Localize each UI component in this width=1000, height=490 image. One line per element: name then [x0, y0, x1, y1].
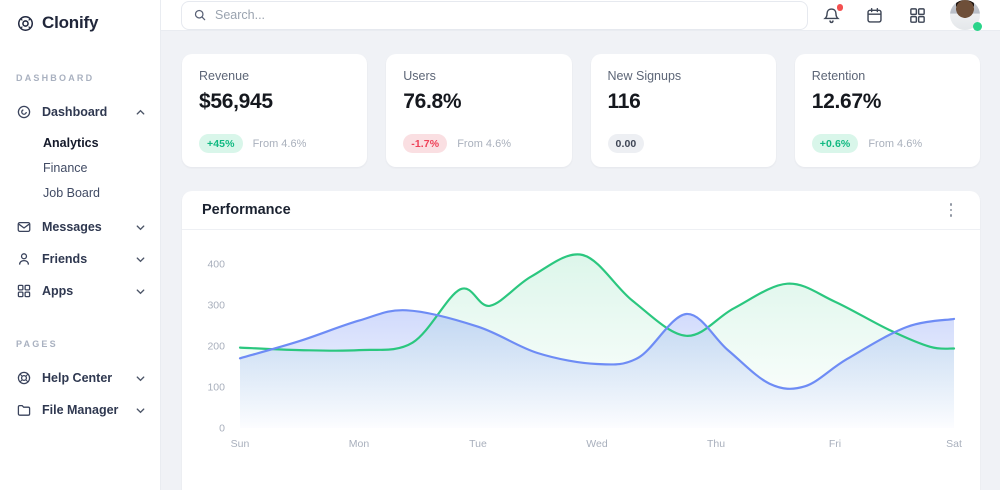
chevron-down-icon: [135, 405, 146, 416]
svg-text:200: 200: [207, 341, 225, 353]
svg-text:Wed: Wed: [586, 438, 608, 450]
chevron-up-icon: [135, 107, 146, 118]
chevron-down-icon: [135, 254, 146, 265]
sidebar-item-help-center[interactable]: Help Center: [0, 362, 160, 394]
page-content: Revenue $56,945 +45% From 4.6% Users 76.…: [161, 31, 1000, 490]
stat-title: Users: [403, 69, 436, 83]
performance-card: Performance 0 100 200 300 400 Sun Mon Tue Wed Thu…: [182, 191, 980, 490]
sidebar-item-label: Dashboard: [42, 105, 108, 119]
performance-chart-svg: 0 100 200 300 400 Sun Mon Tue Wed Thu Fri Sat: [207, 253, 962, 450]
svg-text:Thu: Thu: [707, 438, 725, 450]
apps-grid-icon: [16, 283, 32, 299]
person-icon: [16, 251, 32, 267]
sidebar-item-apps[interactable]: Apps: [0, 275, 160, 307]
sidebar-item-messages[interactable]: Messages: [0, 211, 160, 243]
stat-value: 76.8%: [403, 90, 462, 113]
sidebar-item-label: Help Center: [42, 371, 113, 385]
envelope-icon: [16, 219, 32, 235]
svg-text:Mon: Mon: [349, 438, 370, 450]
stat-title: Revenue: [199, 69, 250, 83]
chevron-down-icon: [135, 222, 146, 233]
topbar: [161, 0, 1000, 31]
sidebar-item-label: File Manager: [42, 403, 119, 417]
sidebar-subitem-analytics[interactable]: Analytics: [43, 135, 99, 150]
stat-card-revenue: Revenue $56,945 +45% From 4.6%: [182, 54, 368, 167]
sidebar-item-friends[interactable]: Friends: [0, 243, 160, 275]
topbar-actions: [821, 0, 982, 31]
performance-chart: 0 100 200 300 400 Sun Mon Tue Wed Thu Fri Sat: [182, 230, 980, 461]
svg-text:Sat: Sat: [946, 438, 962, 450]
stat-note: From 4.6%: [868, 137, 923, 150]
online-status-dot: [973, 22, 982, 31]
search-icon: [193, 8, 207, 22]
notifications-button[interactable]: [821, 4, 843, 25]
grid-icon: [909, 7, 925, 23]
stat-value: $56,945: [199, 90, 273, 113]
sidebar-item-label: Messages: [42, 220, 102, 234]
notification-dot: [836, 4, 843, 11]
dashboard-icon: [16, 104, 32, 120]
calendar-icon: [866, 7, 882, 23]
stat-value: 116: [607, 90, 641, 113]
stat-badge: -1.7%: [403, 134, 448, 153]
sidebar: Clonify DASHBOARD Dashboard Analytics Fi…: [0, 0, 161, 490]
sidebar-subitem-job-board[interactable]: Job Board: [43, 185, 100, 200]
app-title: Clonify: [42, 13, 99, 32]
stat-card-new-signups: New Signups 116 0.00: [590, 54, 776, 167]
apps-menu-button[interactable]: [907, 5, 927, 25]
stat-card-retention: Retention 12.67% +0.6% From 4.6%: [794, 54, 980, 167]
life-buoy-icon: [16, 370, 32, 386]
dashboard-submenu: Analytics Finance Job Board: [0, 128, 160, 211]
svg-text:Tue: Tue: [469, 438, 487, 450]
stat-badge: +0.6%: [811, 134, 859, 153]
performance-header: Performance: [182, 191, 980, 230]
stats-row: Revenue $56,945 +45% From 4.6% Users 76.…: [182, 54, 980, 167]
search-box[interactable]: [181, 0, 808, 30]
bell-icon: [822, 7, 840, 23]
svg-text:Fri: Fri: [829, 438, 841, 450]
search-input[interactable]: [215, 8, 796, 22]
stat-title: Retention: [811, 69, 866, 83]
svg-text:Sun: Sun: [231, 438, 250, 450]
sidebar-item-file-manager[interactable]: File Manager: [0, 394, 160, 426]
svg-text:300: 300: [207, 300, 225, 312]
section-label-dashboard: DASHBOARD: [16, 73, 95, 83]
stat-card-users: Users 76.8% -1.7% From 4.6%: [386, 54, 572, 167]
sidebar-item-label: Friends: [42, 252, 88, 266]
folder-icon: [16, 402, 32, 418]
stat-note: From 4.6%: [252, 137, 307, 150]
stat-badge: 0.00: [607, 134, 645, 153]
stat-title: New Signups: [607, 69, 682, 83]
sidebar-subitem-finance[interactable]: Finance: [43, 160, 88, 175]
chevron-down-icon: [135, 373, 146, 384]
stat-value: 12.67%: [811, 90, 882, 113]
clonify-logo-icon: [16, 14, 35, 33]
user-avatar[interactable]: [950, 0, 982, 31]
section-label-pages: PAGES: [16, 339, 58, 349]
chevron-down-icon: [135, 286, 146, 297]
calendar-button[interactable]: [864, 5, 884, 25]
svg-text:100: 100: [207, 382, 225, 394]
stat-note: From 4.6%: [457, 137, 511, 150]
main-area: Revenue $56,945 +45% From 4.6% Users 76.…: [161, 0, 1000, 490]
sidebar-item-label: Apps: [42, 284, 74, 298]
svg-text:400: 400: [207, 259, 225, 271]
app-logo[interactable]: Clonify: [0, 13, 160, 33]
svg-text:0: 0: [219, 423, 225, 435]
sidebar-item-dashboard[interactable]: Dashboard: [0, 96, 160, 128]
kebab-menu-button[interactable]: [942, 199, 960, 221]
stat-badge: +45%: [199, 134, 243, 153]
performance-title: Performance: [202, 202, 291, 218]
